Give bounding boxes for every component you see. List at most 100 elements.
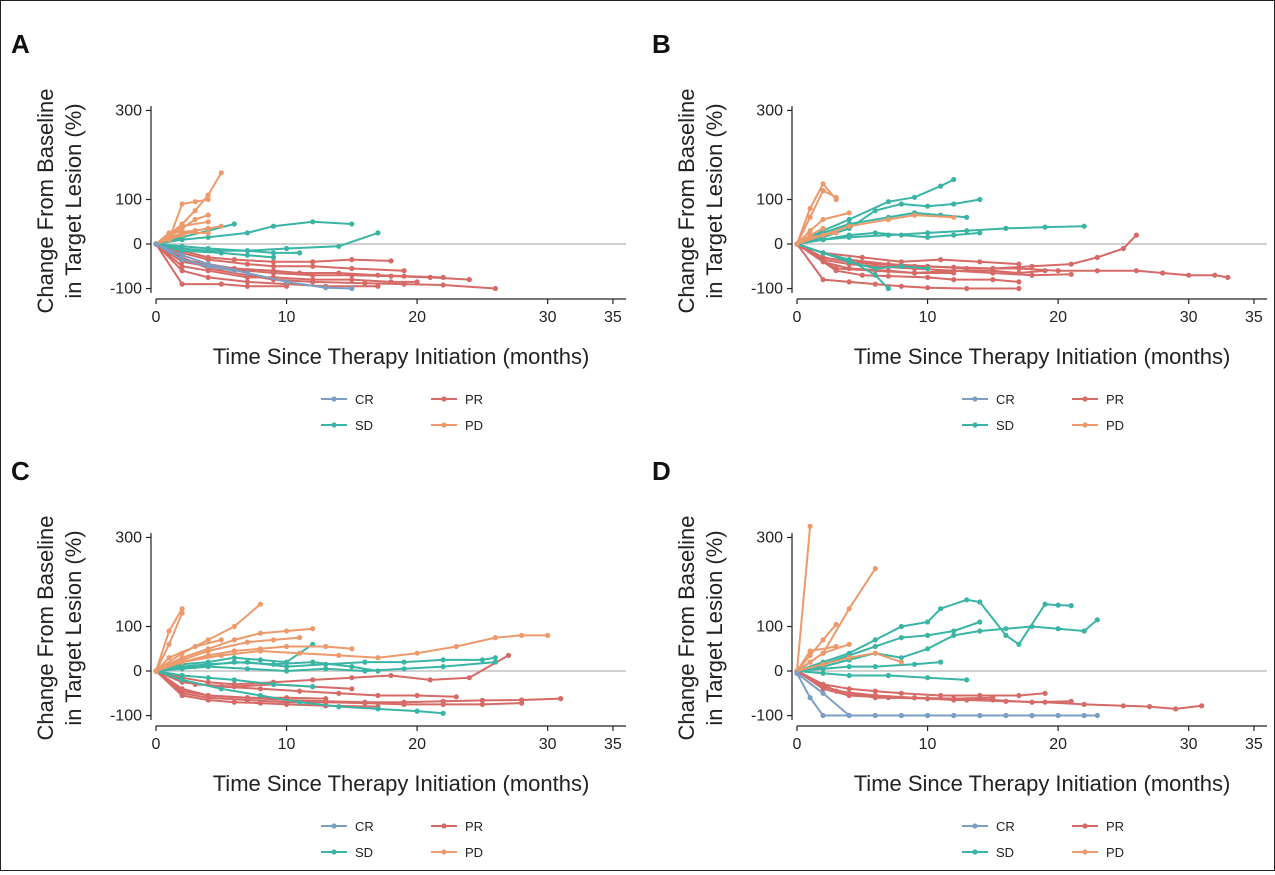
data-point: [231, 221, 237, 227]
data-point: [1133, 268, 1139, 274]
data-point: [297, 250, 303, 256]
data-point: [257, 657, 263, 663]
data-point: [898, 659, 904, 665]
series-sd: [794, 241, 891, 292]
data-point: [297, 650, 303, 656]
legend-item-pr: PR: [431, 819, 483, 834]
data-point: [807, 234, 813, 240]
data-point: [925, 619, 931, 625]
data-point: [310, 659, 316, 665]
data-point: [440, 657, 446, 663]
data-point: [1003, 712, 1009, 719]
data-point: [885, 273, 891, 279]
data-point: [938, 183, 944, 189]
data-point: [898, 712, 904, 719]
series-line: [796, 231, 981, 245]
data-point: [951, 232, 957, 238]
data-point: [846, 216, 852, 223]
panel-letter: C: [11, 456, 30, 486]
data-point: [872, 230, 878, 236]
data-point: [257, 646, 263, 652]
data-point: [951, 696, 957, 702]
data-point: [284, 279, 290, 285]
data-point: [951, 270, 957, 276]
data-point: [820, 181, 826, 187]
data-point: [859, 272, 865, 278]
data-point: [938, 692, 944, 699]
data-point: [925, 274, 931, 280]
x-axis-title: Time Since Therapy Initiation (months): [213, 344, 590, 369]
legend-item-cr: CR: [962, 819, 1015, 834]
data-point: [205, 274, 211, 280]
legend-item-sd: SD: [962, 418, 1014, 433]
data-point: [270, 254, 277, 260]
data-point: [466, 277, 472, 283]
data-point: [323, 666, 329, 672]
data-point: [820, 216, 826, 223]
data-point: [833, 688, 839, 694]
x-axis-title: Time Since Therapy Initiation (months): [854, 344, 1231, 369]
data-point: [1003, 626, 1009, 632]
legend-swatch-marker: [972, 849, 978, 855]
data-point: [270, 637, 277, 643]
legend-label: PD: [1106, 845, 1124, 860]
data-point: [846, 712, 852, 719]
legend-item-pr: PR: [1072, 819, 1124, 834]
data-point: [846, 257, 852, 263]
data-point: [977, 692, 983, 699]
data-point: [925, 712, 931, 719]
series-line: [155, 243, 445, 279]
data-point: [336, 270, 342, 276]
data-point: [284, 664, 290, 670]
data-point: [205, 679, 211, 685]
data-point: [519, 632, 525, 638]
data-point: [231, 684, 237, 690]
legend: CR PR SD PD: [321, 392, 483, 433]
data-point: [192, 664, 198, 670]
series-line: [155, 670, 327, 700]
y-tick-label: 0: [133, 663, 142, 680]
data-point: [231, 655, 237, 661]
data-point: [977, 196, 983, 203]
data-point: [820, 237, 826, 243]
data-point: [414, 279, 420, 285]
x-tick-label: 0: [152, 736, 161, 753]
x-tick-label: 30: [539, 736, 557, 753]
data-point: [820, 712, 826, 719]
legend-item-pd: PD: [1072, 418, 1124, 433]
x-tick-label: 0: [793, 309, 802, 326]
legend-swatch-marker: [441, 849, 447, 855]
data-point: [1042, 601, 1048, 607]
data-point: [218, 170, 224, 176]
data-point: [414, 708, 420, 714]
data-point: [977, 230, 983, 236]
data-point: [872, 692, 878, 699]
data-point: [807, 648, 813, 654]
series-line: [796, 623, 838, 672]
x-tick-label: 30: [539, 309, 557, 326]
data-point: [1146, 704, 1153, 710]
data-point: [231, 623, 237, 630]
data-point: [349, 646, 355, 652]
data-point: [1094, 254, 1100, 260]
data-point: [846, 223, 852, 229]
data-point: [388, 258, 394, 264]
data-point: [1003, 225, 1009, 231]
data-point: [284, 283, 290, 289]
data-point: [492, 635, 498, 641]
legend-item-pd: PD: [431, 418, 483, 433]
data-point: [270, 250, 277, 256]
legend-label: PD: [465, 845, 483, 860]
legend-swatch-marker: [1082, 422, 1088, 428]
series-pr: [153, 241, 290, 289]
data-point: [401, 268, 407, 274]
data-point: [244, 230, 250, 236]
data-point: [257, 601, 263, 607]
data-point: [323, 696, 329, 702]
legend-label: PR: [1106, 819, 1124, 834]
legend-item-sd: SD: [321, 418, 373, 433]
data-point: [846, 686, 852, 692]
data-point: [179, 223, 185, 229]
data-point: [375, 668, 381, 674]
legend-label: CR: [996, 392, 1015, 407]
